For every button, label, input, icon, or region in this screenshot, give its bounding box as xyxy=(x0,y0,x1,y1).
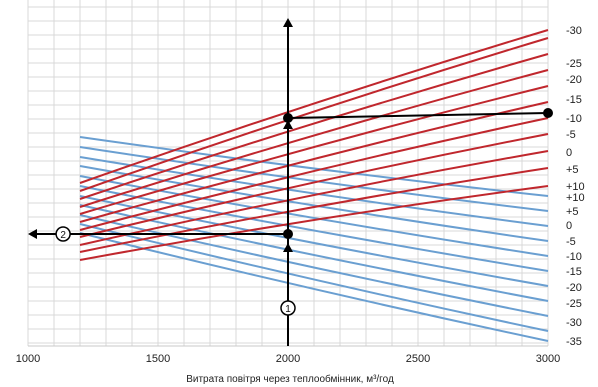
blue-series-line xyxy=(79,146,549,212)
red-series-right-label: 0 xyxy=(566,147,572,159)
red-series-right-label: -30 xyxy=(566,25,582,37)
red-series-line xyxy=(79,133,549,238)
blue-series-line xyxy=(79,156,549,227)
red-series-line xyxy=(79,167,549,253)
intersection-dot-lower xyxy=(283,229,293,239)
red-series-right-label: +10 xyxy=(566,181,585,193)
red-series-line xyxy=(79,37,549,192)
red-series-line xyxy=(79,117,549,231)
x-tick-label: 1000 xyxy=(16,353,40,365)
arrowhead-mid-upper xyxy=(283,120,293,129)
arrowhead-mid-lower xyxy=(283,243,293,252)
annotation-top-horizontal xyxy=(287,112,549,119)
red-series-line xyxy=(79,53,549,200)
intersection-dot-upper xyxy=(283,113,293,123)
right-labels-layer: -30 -25 -20 -15 -10 -5 0 +5 +10+10 +5 0 -5 -10 -15 -20… xyxy=(566,25,585,348)
blue-series-right-label: -35 xyxy=(566,336,582,348)
red-series-line xyxy=(79,69,549,208)
red-series-line xyxy=(79,29,549,184)
red-series-right-label: -25 xyxy=(566,58,582,70)
red-series-right-label: -5 xyxy=(566,129,576,141)
red-series-line xyxy=(79,150,549,246)
x-tick-label: 1500 xyxy=(146,353,170,365)
x-tick-layer: 1000 1500 2000 2500 3000 xyxy=(16,353,560,365)
x-tick-label: 2000 xyxy=(276,353,300,365)
blue-series-right-label: +10 xyxy=(566,192,585,204)
blue-series-right-label: -30 xyxy=(566,317,582,329)
red-series-right-label: -15 xyxy=(566,94,582,106)
marker-2-circle xyxy=(55,226,71,242)
blue-series-right-label: 0 xyxy=(566,220,572,232)
blue-series-right-label: -15 xyxy=(566,266,582,278)
arrowhead-left xyxy=(28,229,37,239)
blue-series-right-label: -10 xyxy=(566,251,582,263)
blue-series-line xyxy=(79,204,549,302)
red-series-right-label: -10 xyxy=(566,113,582,125)
annotation-layer: 12 xyxy=(28,18,553,346)
arrowhead-top xyxy=(283,18,293,27)
blue-series-line xyxy=(79,185,549,272)
blue-series-line xyxy=(79,214,549,317)
red-series-layer xyxy=(79,29,549,261)
x-axis-title: Витрата повітря через теплообмінник, м³/… xyxy=(186,373,394,385)
x-tick-label: 2500 xyxy=(406,353,430,365)
x-tick-label: 3000 xyxy=(536,353,560,365)
red-series-line xyxy=(79,185,549,261)
blue-series-right-label: -5 xyxy=(566,236,576,248)
blue-series-line xyxy=(79,195,549,287)
blue-series-right-label: +5 xyxy=(566,206,579,218)
red-series-line xyxy=(79,101,549,223)
marker-1-label: 1 xyxy=(285,304,291,315)
intersection-dot-right xyxy=(543,108,553,118)
marker-2-label: 2 xyxy=(60,230,66,241)
blue-series-right-label: -25 xyxy=(566,298,582,310)
red-series-right-label: -20 xyxy=(566,74,582,86)
blue-series-line xyxy=(79,136,549,197)
red-series-line xyxy=(79,85,549,215)
marker-1-circle xyxy=(280,300,296,316)
blue-series-right-label: -20 xyxy=(566,282,582,294)
red-series-right-label: +5 xyxy=(566,164,579,176)
